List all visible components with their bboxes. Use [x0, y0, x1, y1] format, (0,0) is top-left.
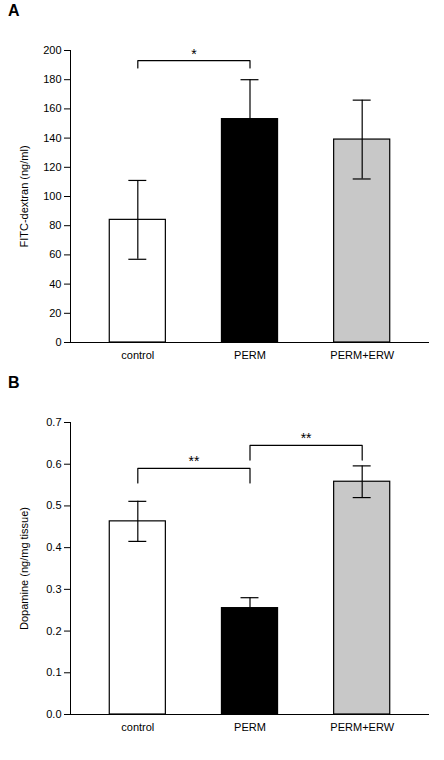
svg-text:80: 80	[49, 219, 61, 231]
svg-text:control: control	[121, 721, 154, 733]
svg-text:0.6: 0.6	[46, 458, 61, 470]
svg-text:PERM+ERW: PERM+ERW	[330, 721, 394, 733]
svg-text:0.5: 0.5	[46, 499, 61, 511]
svg-text:120: 120	[43, 161, 61, 173]
svg-text:0.7: 0.7	[46, 416, 61, 428]
svg-text:PERM+ERW: PERM+ERW	[330, 349, 394, 361]
svg-text:60: 60	[49, 248, 61, 260]
svg-text:0.0: 0.0	[46, 708, 61, 720]
svg-text:*: *	[191, 46, 197, 62]
svg-text:40: 40	[49, 278, 61, 290]
svg-text:0.1: 0.1	[46, 666, 61, 678]
svg-text:PERM: PERM	[234, 721, 266, 733]
svg-text:0.4: 0.4	[46, 541, 61, 553]
svg-text:100: 100	[43, 190, 61, 202]
html-text:B: B	[8, 374, 20, 391]
svg-text:0: 0	[55, 336, 61, 348]
svg-text:FITC-dextran (ng/ml): FITC-dextran (ng/ml)	[18, 145, 30, 247]
svg-text:**: **	[188, 453, 199, 469]
svg-text:0.2: 0.2	[46, 625, 61, 637]
svg-text:160: 160	[43, 102, 61, 114]
svg-text:PERM: PERM	[234, 349, 266, 361]
svg-text:180: 180	[43, 73, 61, 85]
svg-text:140: 140	[43, 132, 61, 144]
svg-text:Dopamine (ng/mg tissue): Dopamine (ng/mg tissue)	[18, 507, 30, 630]
svg-text:control: control	[121, 349, 154, 361]
svg-text:**: **	[301, 430, 312, 446]
html-text:A: A	[8, 2, 20, 19]
svg-text:20: 20	[49, 307, 61, 319]
svg-text:200: 200	[43, 44, 61, 56]
svg-text:0.3: 0.3	[46, 583, 61, 595]
